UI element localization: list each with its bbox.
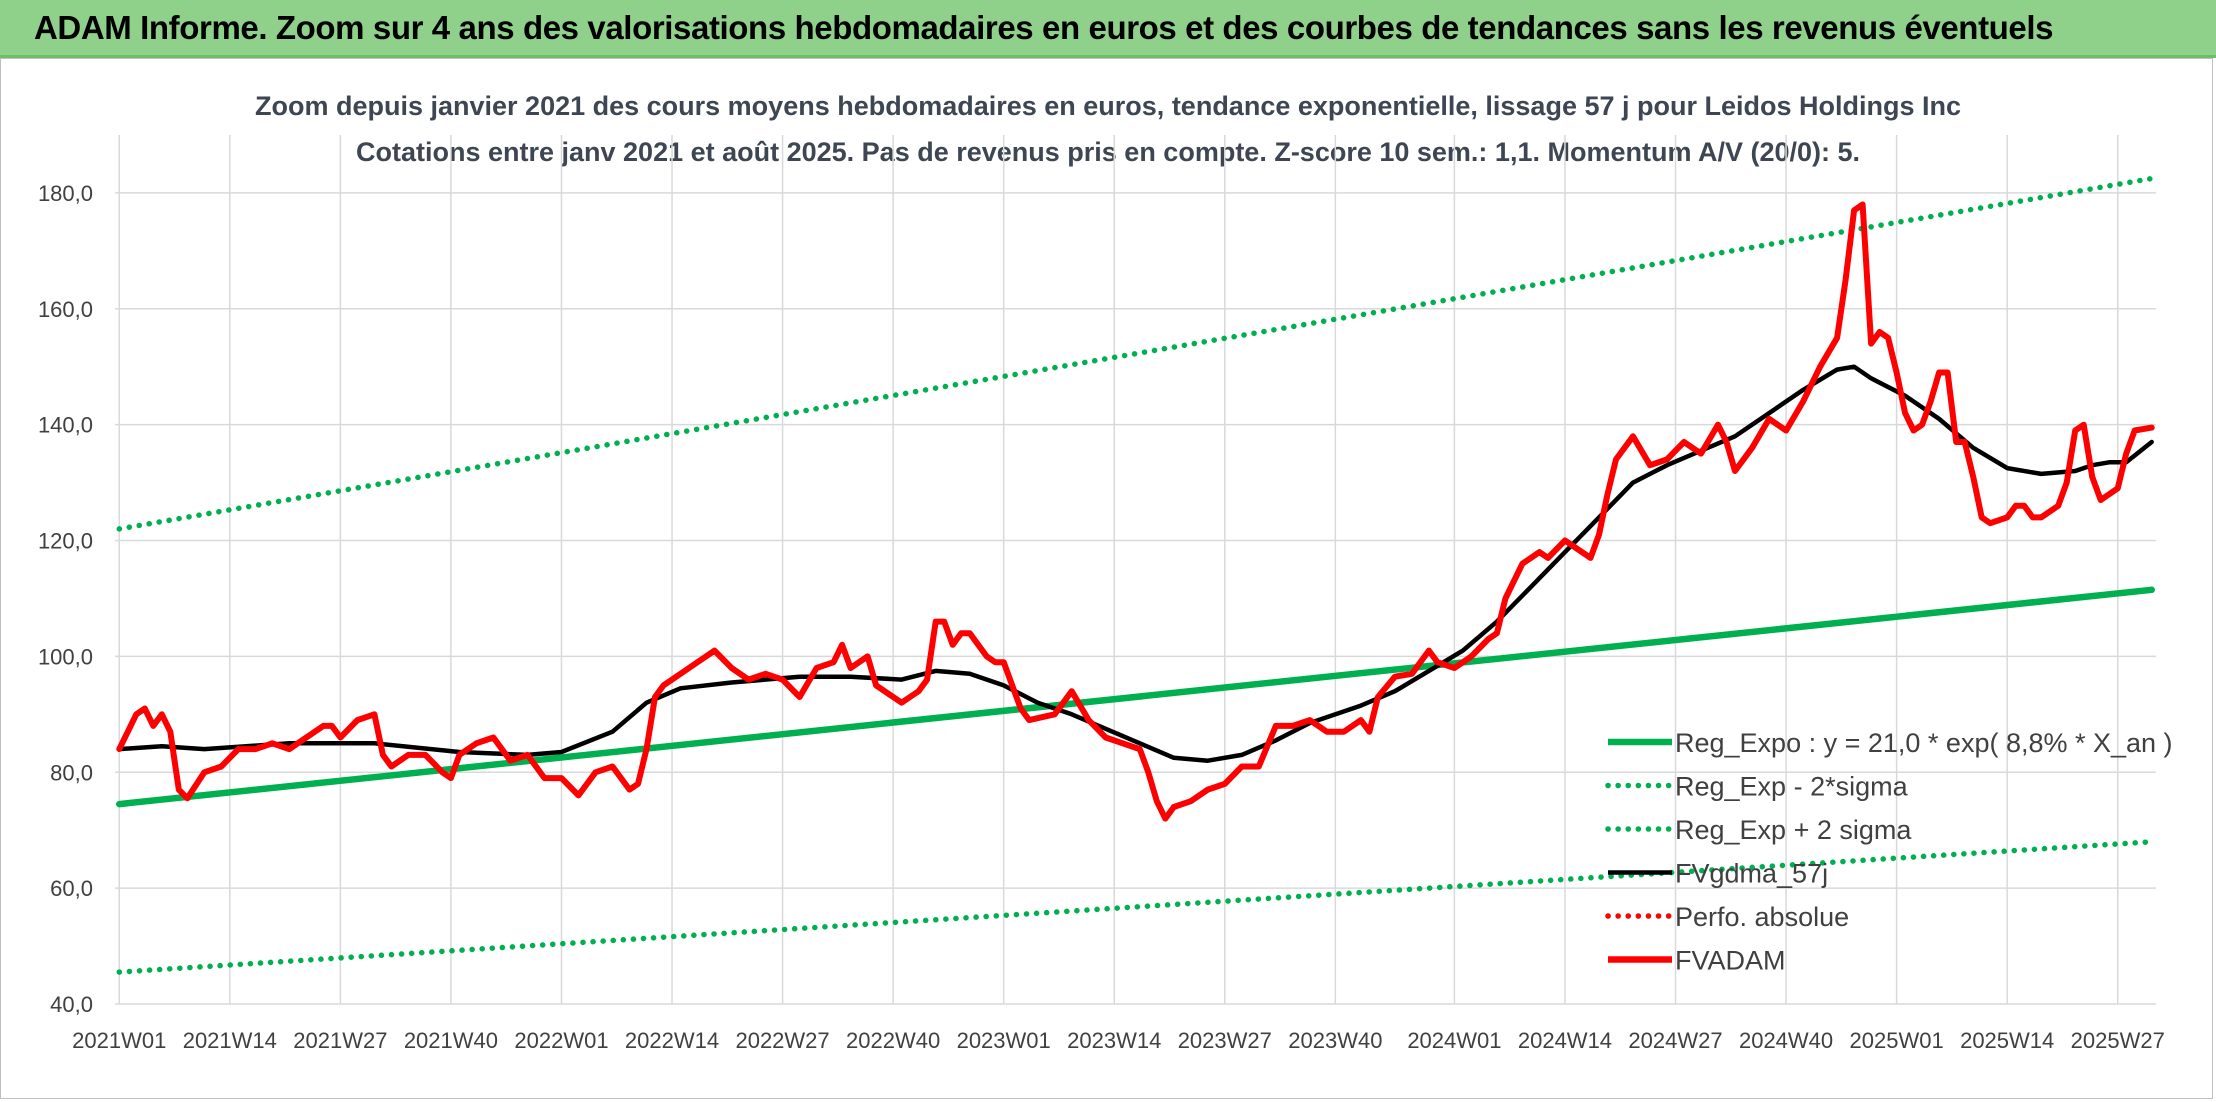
banner-title: ADAM Informe. Zoom sur 4 ans des valoris… — [34, 9, 2054, 46]
x-tick-label: 2024W40 — [1739, 1028, 1833, 1053]
y-axis-ticks: 40,0 60,0 80,0 100,0 120,0 140,0 160,0 180,0 — [38, 181, 93, 1017]
y-tick-label: 40,0 — [50, 992, 93, 1017]
y-tick-label: 80,0 — [50, 760, 93, 785]
x-tick-label: 2021W01 — [72, 1028, 166, 1053]
series-line — [117, 364, 2154, 763]
chart-legend: Reg_Expo : y = 21,0 * exp( 8,8% * X_an )… — [1605, 728, 2173, 976]
x-tick-label: 2023W27 — [1178, 1028, 1272, 1053]
legend-label: Reg_Exp + 2 sigma — [1675, 815, 1912, 845]
y-tick-label: 160,0 — [38, 297, 93, 322]
y-tick-label: 140,0 — [38, 413, 93, 438]
x-tick-label: 2025W01 — [1850, 1028, 1944, 1053]
x-tick-label: 2024W27 — [1628, 1028, 1722, 1053]
x-tick-label: 2022W14 — [625, 1028, 719, 1053]
y-tick-label: 120,0 — [38, 529, 93, 554]
x-tick-label: 2022W40 — [846, 1028, 940, 1053]
chart-title: Zoom depuis janvier 2021 des cours moyen… — [255, 91, 1961, 121]
legend-label: FVgdma_57j — [1675, 859, 1828, 889]
chart-subtitle: Cotations entre janv 2021 et août 2025. … — [356, 137, 1860, 167]
x-tick-label: 2024W14 — [1518, 1028, 1612, 1053]
series-line — [116, 175, 2155, 532]
x-tick-label: 2022W27 — [735, 1028, 829, 1053]
legend-label: Perfo. absolue — [1675, 902, 1849, 932]
x-tick-label: 2023W14 — [1067, 1028, 1161, 1053]
header-banner: ADAM Informe. Zoom sur 4 ans des valoris… — [0, 0, 2216, 58]
x-axis-ticks: 2021W01 2021W14 2021W27 2021W40 2022W01 2022W… — [72, 1028, 2165, 1053]
legend-label: FVADAM — [1675, 946, 1786, 976]
chart-frame — [0, 58, 2213, 1099]
x-tick-label: 2022W01 — [514, 1028, 608, 1053]
series-line — [116, 201, 2155, 822]
x-tick-label: 2021W40 — [404, 1028, 498, 1053]
x-tick-label: 2024W01 — [1407, 1028, 1501, 1053]
x-tick-label: 2023W01 — [957, 1028, 1051, 1053]
x-tick-label: 2025W14 — [1960, 1028, 2054, 1053]
x-tick-label: 2023W40 — [1288, 1028, 1382, 1053]
legend-label: Reg_Exp - 2*sigma — [1675, 772, 1909, 802]
series-line — [116, 586, 2155, 808]
chart-series — [116, 175, 2155, 975]
legend-label: Reg_Expo : y = 21,0 * exp( 8,8% * X_an ) — [1675, 728, 2173, 758]
x-tick-label: 2021W27 — [293, 1028, 387, 1053]
y-tick-label: 180,0 — [38, 181, 93, 206]
y-tick-label: 60,0 — [50, 876, 93, 901]
x-tick-label: 2021W14 — [183, 1028, 277, 1053]
series-line — [116, 839, 2155, 975]
x-tick-label: 2025W27 — [2071, 1028, 2165, 1053]
y-tick-label: 100,0 — [38, 644, 93, 669]
